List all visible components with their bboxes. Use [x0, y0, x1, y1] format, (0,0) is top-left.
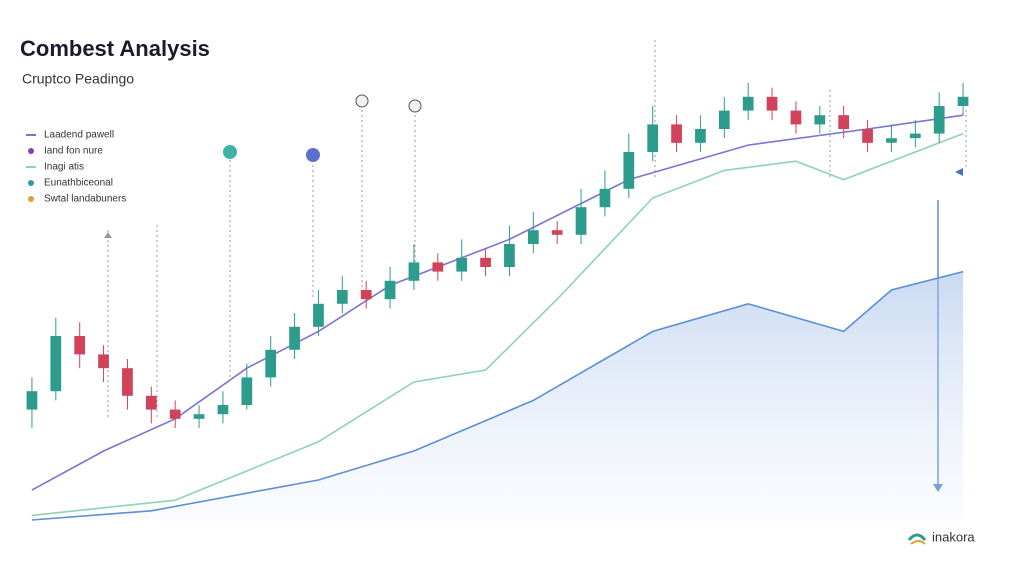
legend-marker [28, 180, 34, 186]
legend-marker [28, 196, 34, 202]
chart-subtitle: Cruptco Peadingo [22, 71, 134, 87]
candle-body [862, 129, 873, 143]
candle-body [838, 115, 850, 129]
candle-body [50, 336, 62, 392]
candle-body [241, 377, 253, 405]
legend-label: Swtal landabuners [44, 194, 126, 205]
legend-label: Inagi atis [44, 162, 84, 173]
candle-body [504, 244, 515, 267]
candle-body [145, 395, 157, 410]
candle-body [742, 96, 754, 111]
candle-body [647, 124, 659, 152]
candle-body [575, 207, 587, 235]
candle-body [26, 391, 38, 410]
candle-body [814, 115, 826, 125]
candle-body [599, 188, 611, 208]
legend-marker [28, 148, 34, 154]
candle-body [193, 414, 205, 419]
line [31, 270, 964, 521]
plot [26, 83, 969, 521]
area [31, 271, 964, 520]
candle-body [265, 349, 277, 378]
candle-body [384, 280, 396, 300]
candle-body [217, 405, 229, 415]
candle-body [671, 124, 682, 143]
legend-label: Laadend pawell [44, 130, 114, 141]
decor-guides [107, 40, 967, 420]
candle-body [886, 138, 897, 143]
candle-body [790, 110, 802, 125]
candle-body [98, 354, 109, 369]
legend-label: Iand fon nure [44, 146, 103, 157]
candle-body [527, 230, 539, 244]
candle-body [360, 290, 372, 300]
candle-body [313, 303, 324, 327]
candle-body [718, 110, 730, 129]
candle-body [432, 262, 444, 272]
candle-body [933, 106, 945, 134]
candle-body [408, 262, 420, 281]
brand: inakora [932, 529, 975, 544]
chart-title: Combest Analysis [20, 36, 210, 61]
candle-body [456, 257, 468, 272]
candle-body [695, 129, 706, 143]
candle-body [74, 336, 86, 355]
candle-body [122, 368, 133, 396]
candle-body [623, 152, 635, 189]
legend-label: Eunathbiceonal [44, 178, 113, 189]
line [31, 132, 964, 517]
candle-body [551, 230, 563, 235]
candle-body [289, 326, 300, 350]
candle-body [480, 257, 491, 267]
candle-body [909, 133, 921, 139]
candle-body [957, 96, 969, 106]
candle-body [336, 290, 348, 304]
candle-body [766, 96, 778, 111]
candle-body [169, 409, 181, 419]
